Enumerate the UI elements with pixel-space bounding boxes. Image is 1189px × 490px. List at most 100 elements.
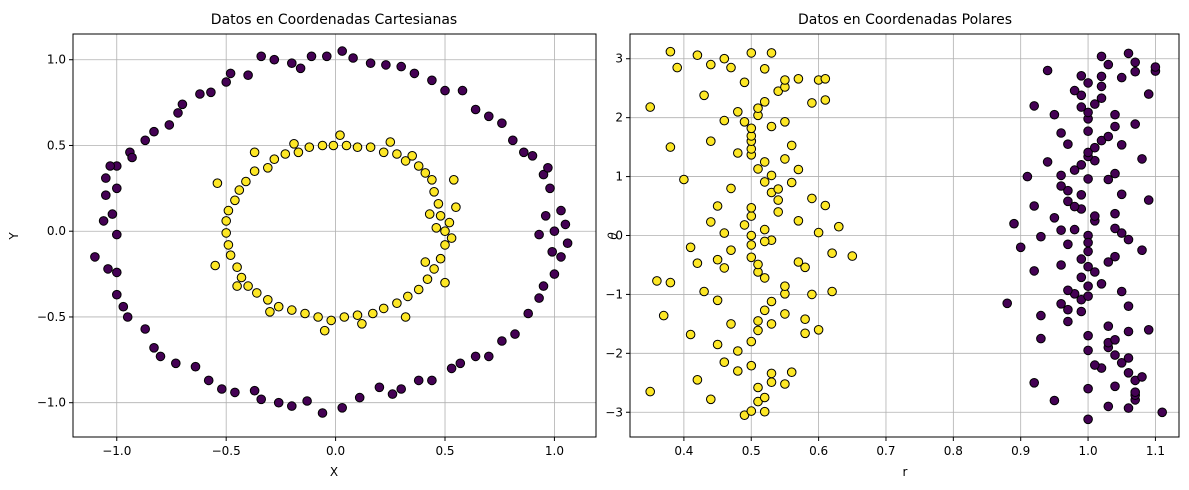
polar-outer-ring-point	[1083, 237, 1093, 248]
cartesian-outer-ring-point	[112, 183, 122, 194]
cartesian-outer-ring-point	[149, 343, 159, 353]
polar-outer-ring-point	[1036, 231, 1046, 242]
polar-outer-ring-point	[1103, 257, 1114, 267]
cartesian-inner-ring-point	[251, 288, 262, 298]
cartesian-inner-ring-point	[289, 139, 299, 149]
polar-inner-ring-point	[719, 357, 730, 368]
cartesian-outer-ring-point	[322, 51, 332, 62]
polar-inner-ring-point	[786, 367, 797, 378]
polar-outer-ring-point	[1123, 48, 1134, 59]
cartesian-outer-ring-point	[190, 361, 201, 372]
cartesian-outer-ring-point	[381, 60, 391, 70]
polar-outer-ring-point	[1049, 213, 1060, 223]
polar-inner-ring-point	[766, 48, 777, 58]
cartesian-inner-ring-point	[407, 151, 418, 161]
cartesian-inner-ring-point	[427, 175, 437, 185]
polar-outer-ring-point	[1056, 225, 1066, 235]
cartesian-inner-ring-point	[420, 257, 431, 267]
cartesian-outer-ring-point	[122, 312, 133, 322]
polar-inner-ring-point	[712, 254, 723, 265]
cartesian-x-tick-label: 0.0	[326, 444, 345, 458]
cartesian-outer-ring-point	[556, 205, 566, 216]
polar-outer-ring-point	[1076, 306, 1087, 317]
cartesian-y-tick-label: 0.5	[47, 138, 66, 152]
polar-outer-ring-point	[1083, 281, 1093, 292]
cartesian-inner-ring-point	[241, 176, 251, 187]
cartesian-inner-ring-point	[400, 312, 411, 322]
cartesian-inner-ring-point	[300, 308, 310, 319]
polar-outer-ring-point	[1063, 139, 1073, 149]
polar-outer-ring-point	[1083, 261, 1093, 272]
polar-inner-ring-point	[773, 195, 784, 205]
polar-outer-ring-point	[1123, 326, 1134, 337]
polar-outer-ring-point	[1036, 333, 1046, 344]
cartesian-inner-ring-point	[444, 217, 455, 228]
polar-outer-ring-point	[1116, 72, 1127, 83]
cartesian-outer-ring-point	[455, 358, 466, 369]
polar-inner-ring-point	[712, 339, 723, 350]
polar-inner-ring-point	[793, 257, 804, 267]
cartesian-outer-ring-point	[396, 384, 407, 394]
polar-outer-ring-point	[1083, 414, 1093, 425]
cartesian-outer-ring-point	[230, 387, 240, 398]
polar-inner-ring-point	[786, 177, 797, 188]
cartesian-outer-ring-point	[302, 396, 312, 406]
polar-outer-ring-point	[1083, 107, 1093, 118]
polar-inner-ring-point	[759, 273, 770, 283]
polar-inner-ring-point	[786, 140, 797, 151]
cartesian-inner-ring-point	[435, 253, 446, 264]
cartesian-inner-ring-point	[433, 199, 444, 209]
polar-outer-ring-point	[1110, 208, 1120, 219]
polar-inner-ring-point	[759, 64, 770, 74]
cartesian-outer-ring-point	[287, 58, 297, 69]
polar-inner-ring-point	[780, 309, 790, 319]
polar-outer-ring-point	[1096, 135, 1107, 146]
polar-outer-ring-point	[1123, 234, 1134, 245]
cartesian-outer-ring-point	[195, 89, 205, 99]
cartesian-inner-ring-point	[223, 205, 234, 216]
cartesian-outer-ring-point	[497, 336, 507, 346]
polar-inner-ring-point	[780, 379, 790, 389]
polar-outer-ring-point	[1110, 121, 1120, 132]
polar-outer-ring-point	[1083, 291, 1093, 302]
polar-inner-ring-point	[773, 86, 784, 96]
polar-inner-ring-point	[645, 102, 656, 112]
polar-outer-ring-point	[1056, 170, 1066, 181]
polar-inner-ring-point	[739, 410, 750, 421]
cartesian-inner-ring-point	[413, 284, 424, 295]
polar-inner-ring-point	[766, 170, 777, 181]
cartesian-outer-ring-point	[440, 85, 450, 96]
polar-outer-ring-point	[1056, 299, 1066, 309]
cartesian-inner-ring-point	[263, 163, 273, 173]
polar-inner-ring-point	[759, 406, 770, 417]
polar-y-tick-label: −3	[605, 405, 623, 419]
cartesian-outer-ring-point	[140, 135, 150, 146]
polar-inner-ring-point	[692, 375, 703, 385]
cartesian-outer-ring-point	[101, 190, 111, 200]
polar-inner-ring-point	[759, 392, 770, 403]
polar-inner-ring-point	[820, 95, 831, 105]
polar-inner-ring-point	[679, 174, 689, 185]
cartesian-inner-ring-point	[232, 262, 242, 273]
polar-outer-ring-point	[1110, 251, 1120, 262]
cartesian-outer-ring-point	[543, 163, 553, 173]
cartesian-outer-ring-point	[484, 351, 494, 362]
polar-inner-ring-point	[733, 346, 743, 356]
cartesian-outer-ring-point	[127, 152, 137, 163]
cartesian-inner-ring-point	[249, 166, 260, 176]
cartesian-outer-ring-point	[508, 135, 518, 146]
cartesian-outer-ring-point	[427, 75, 437, 86]
cartesian-outer-ring-point	[337, 46, 348, 56]
polar-outer-ring-point	[1137, 245, 1147, 255]
polar-outer-ring-point	[1076, 102, 1087, 112]
cartesian-outer-ring-point	[534, 229, 544, 240]
polar-outer-ring-point	[1063, 239, 1073, 250]
polar-outer-ring-point	[1110, 168, 1120, 179]
polar-inner-ring-point	[706, 217, 716, 227]
polar-inner-ring-point	[759, 157, 770, 167]
polar-outer-ring-point	[1076, 90, 1087, 101]
polar-y-tick-label: 3	[615, 52, 623, 66]
polar-outer-ring-point	[1130, 387, 1140, 398]
cartesian-inner-ring-point	[221, 216, 231, 226]
polar-inner-ring-point	[759, 236, 770, 247]
